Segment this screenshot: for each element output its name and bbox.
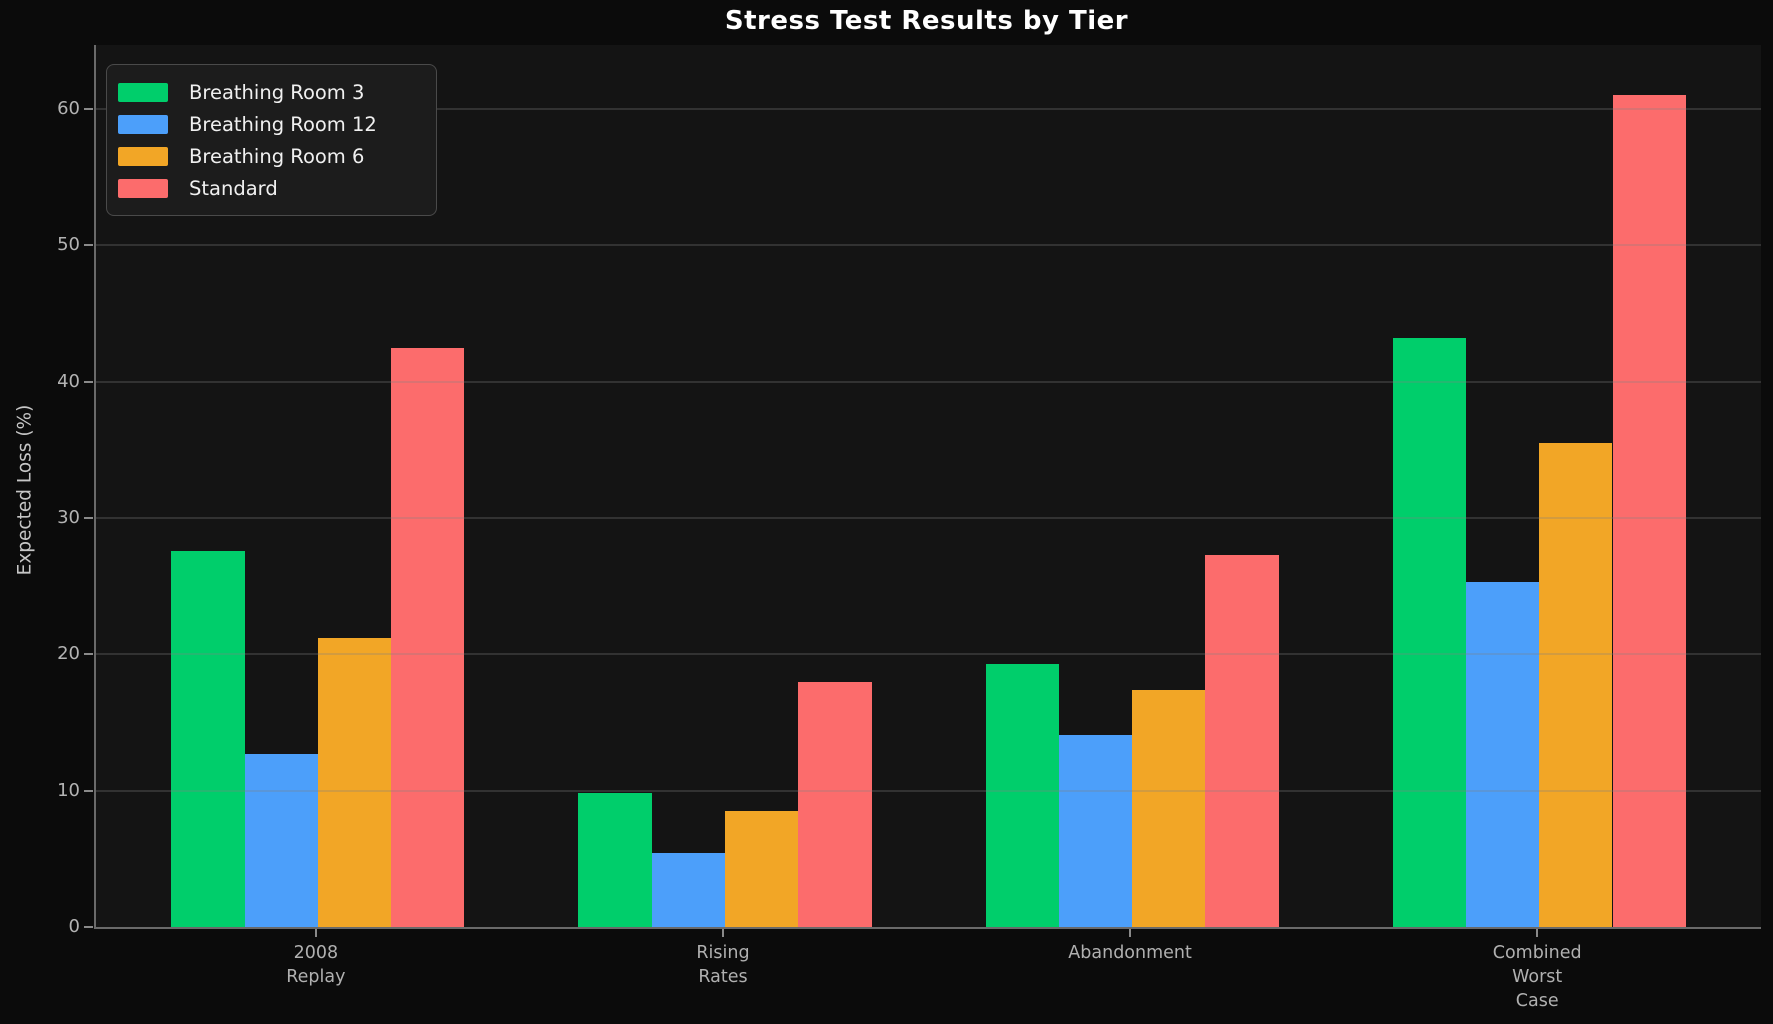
- plot-area: [94, 45, 1761, 929]
- x-tick-label-3: Combined Worst Case: [1492, 943, 1582, 1011]
- bar-breathing-room-12-g3: [1465, 582, 1540, 927]
- bar-breathing-room-6-g2: [1132, 689, 1206, 927]
- gridline-y20: [96, 653, 1761, 656]
- gridline-y10: [96, 789, 1761, 792]
- legend-label: Breathing Room 6: [189, 144, 365, 168]
- legend-label: Breathing Room 3: [189, 80, 365, 104]
- bar-breathing-room-3-g3: [1392, 338, 1466, 927]
- gridline-y50: [96, 244, 1761, 247]
- legend-swatch-icon: [118, 114, 168, 134]
- bar-standard-g3: [1612, 95, 1686, 927]
- y-tick-label-60: 60: [57, 98, 80, 120]
- bar-breathing-room-3-g1: [578, 793, 652, 927]
- bar-standard-g2: [1205, 554, 1279, 927]
- gridline-y40: [96, 380, 1761, 383]
- bar-breathing-room-12-g2: [1058, 734, 1133, 927]
- x-tick-mark: [1536, 929, 1539, 937]
- y-tick-label-40: 40: [57, 370, 80, 392]
- bar-breathing-room-6-g3: [1539, 443, 1613, 927]
- x-tick-mark: [1129, 929, 1132, 937]
- x-tick-mark: [722, 929, 724, 937]
- y-tick-mark: [84, 789, 93, 792]
- y-tick-label-0: 0: [68, 916, 80, 937]
- legend-swatch-icon: [118, 82, 168, 102]
- y-tick-mark: [84, 380, 93, 383]
- bar-breathing-room-12-g1: [651, 853, 725, 927]
- legend-item: Breathing Room 6: [118, 140, 422, 172]
- legend-item: Breathing Room 3: [118, 76, 422, 108]
- bar-standard-g0: [391, 347, 465, 927]
- bar-breathing-room-3-g2: [985, 663, 1059, 927]
- bar-breathing-room-6-g1: [725, 811, 799, 927]
- legend-item: Breathing Room 12: [118, 108, 422, 140]
- y-tick-mark: [84, 517, 93, 520]
- bar-breathing-room-3-g0: [171, 550, 245, 927]
- y-axis-title: Expected Loss (%): [14, 404, 36, 576]
- x-tick-label-2: Abandonment: [1068, 943, 1192, 963]
- x-tick-label-1: Rising Rates: [696, 943, 750, 987]
- legend-item: Standard: [118, 172, 422, 204]
- legend-label: Breathing Room 12: [189, 112, 377, 136]
- x-tick-label-0: 2008 Replay: [286, 943, 346, 987]
- y-tick-mark: [84, 244, 93, 247]
- gridline-y60: [96, 108, 1761, 111]
- chart-title: Stress Test Results by Tier: [724, 6, 1129, 36]
- gridline-y30: [96, 517, 1761, 520]
- y-tick-label-10: 10: [57, 779, 80, 801]
- y-tick-mark: [84, 926, 93, 928]
- y-tick-label-20: 20: [57, 643, 80, 665]
- y-tick-mark: [84, 653, 93, 656]
- x-tick-mark: [314, 929, 317, 937]
- bar-standard-g1: [798, 681, 872, 927]
- bar-breathing-room-12-g0: [244, 753, 318, 927]
- y-tick-mark: [84, 108, 93, 111]
- y-tick-label-50: 50: [57, 234, 80, 256]
- legend-swatch-icon: [118, 178, 168, 198]
- bar-breathing-room-6-g0: [317, 638, 392, 927]
- y-tick-label-30: 30: [57, 507, 80, 529]
- legend: Breathing Room 3 Breathing Room 12 Breat…: [106, 64, 437, 216]
- legend-swatch-icon: [118, 146, 168, 166]
- legend-label: Standard: [189, 176, 278, 200]
